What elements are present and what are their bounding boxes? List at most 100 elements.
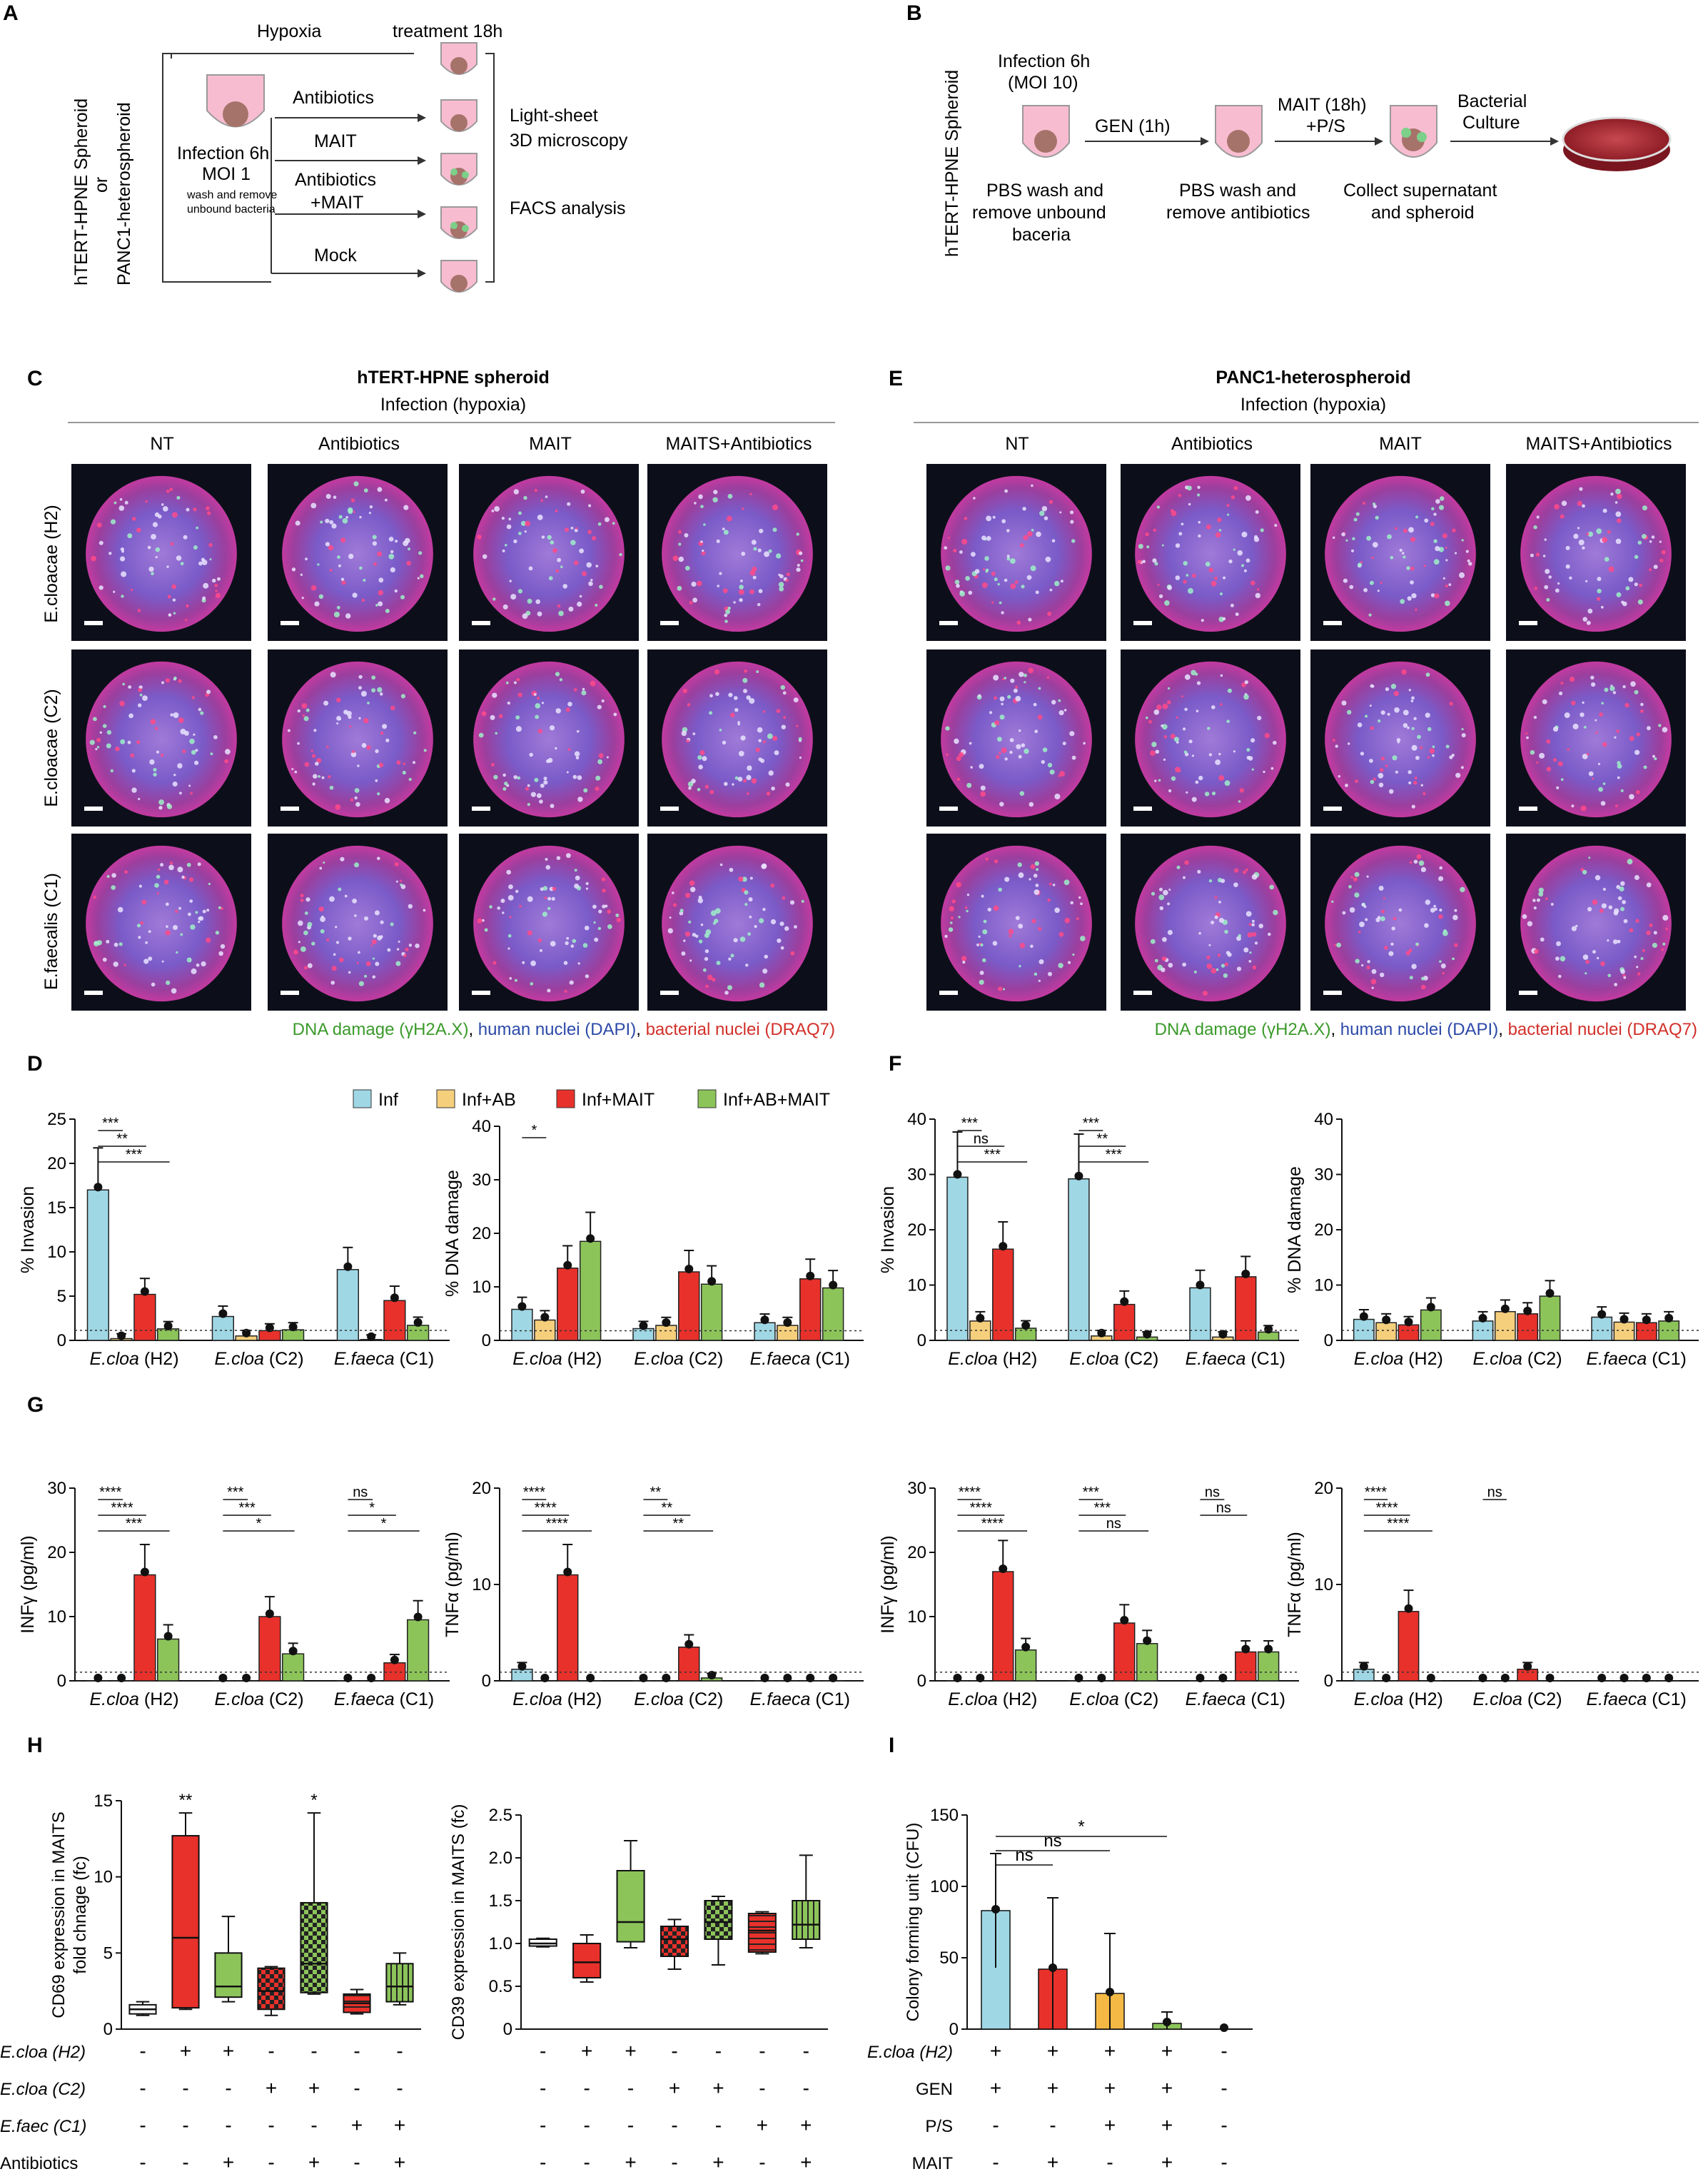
nucleus-dot xyxy=(360,691,367,697)
data-point xyxy=(1642,1315,1651,1325)
nucleus-dot xyxy=(574,884,580,889)
nucleus-dot xyxy=(102,724,107,728)
data-point xyxy=(1642,1674,1651,1682)
nucleus-dot xyxy=(336,716,341,721)
nucleus-dot xyxy=(1617,761,1621,765)
x-group-strain: (C2) xyxy=(1124,1689,1159,1709)
nucleus-dot xyxy=(1223,576,1226,580)
nucleus-dot xyxy=(394,862,399,866)
nucleus-dot xyxy=(700,923,704,926)
condition-sign: + xyxy=(712,2077,724,2099)
spheroid xyxy=(86,661,237,818)
sig-label: **** xyxy=(111,1500,133,1516)
nucleus-dot xyxy=(1371,556,1374,560)
spheroid xyxy=(662,475,813,632)
nucleus-dot xyxy=(998,887,1002,892)
nucleus-dot xyxy=(350,752,357,757)
nucleus-dot xyxy=(966,894,970,896)
nucleus-dot xyxy=(1598,787,1604,792)
nucleus-dot xyxy=(535,703,541,709)
panel-b-mait-1: MAIT (18h) xyxy=(1278,95,1367,115)
nucleus-dot xyxy=(1171,776,1176,782)
condition-sign: - xyxy=(671,2114,677,2136)
nucleus-dot xyxy=(1004,578,1008,582)
nucleus-dot xyxy=(724,782,728,787)
data-point xyxy=(999,1564,1008,1573)
nucleus-dot xyxy=(363,974,368,978)
bar xyxy=(1014,1649,1037,1682)
nucleus-dot xyxy=(555,708,561,714)
nucleus-dot xyxy=(1072,953,1075,956)
nucleus-dot xyxy=(1182,962,1186,967)
nucleus-dot xyxy=(326,938,330,941)
nucleus-dot xyxy=(148,566,154,572)
nucleus-dot xyxy=(587,530,592,535)
x-group-label: E.cloa (C2) xyxy=(1472,1689,1562,1709)
x-group-strain: (C1) xyxy=(815,1349,850,1369)
condition-sign: - xyxy=(715,2114,722,2136)
nucleus-dot xyxy=(978,935,981,938)
nucleus-dot xyxy=(1371,684,1375,688)
nucleus-dot xyxy=(1342,911,1346,915)
nucleus-dot xyxy=(1408,527,1414,533)
nucleus-dot xyxy=(1424,518,1429,523)
nucleus-dot xyxy=(971,552,976,557)
nucleus-dot xyxy=(340,577,345,581)
nucleus-dot xyxy=(954,580,960,585)
scale-bar xyxy=(1323,621,1342,625)
data-point xyxy=(1478,1674,1487,1682)
nucleus-dot xyxy=(959,550,963,554)
nucleus-dot xyxy=(354,914,357,917)
nucleus-dot xyxy=(412,761,416,764)
nucleus-dot xyxy=(992,515,996,519)
nucleus-dot xyxy=(1254,941,1258,945)
nucleus-dot xyxy=(980,791,986,797)
nucleus-dot xyxy=(382,724,388,729)
nucleus-dot xyxy=(944,934,948,939)
nucleus-dot xyxy=(1373,504,1377,509)
y-axis-title-2: fold chnage (fc) xyxy=(71,1856,90,1973)
nucleus-dot xyxy=(1628,577,1634,582)
bar xyxy=(1591,1316,1613,1341)
nucleus-dot xyxy=(747,765,752,771)
nucleus-dot xyxy=(195,749,198,752)
panel-a-arrow-antibiotics-2: Antibiotics xyxy=(295,170,376,190)
nucleus-dot xyxy=(1615,804,1618,808)
nucleus-dot xyxy=(1228,559,1233,564)
x-group-strain: (C2) xyxy=(269,1689,304,1709)
condition-label: GEN xyxy=(916,2080,953,2099)
nucleus-dot xyxy=(1398,908,1403,912)
x-group-label: E.faeca (C1) xyxy=(1186,1349,1285,1369)
nucleus-dot xyxy=(1649,568,1652,572)
nucleus-dot xyxy=(1622,900,1627,904)
nucleus-dot xyxy=(1264,733,1270,739)
nucleus-dot xyxy=(1533,715,1537,719)
nucleus-dot xyxy=(1161,967,1166,973)
nucleus-dot xyxy=(502,604,508,610)
nucleus-dot xyxy=(1414,777,1418,780)
nucleus-dot xyxy=(984,556,989,561)
nucleus-dot xyxy=(965,576,970,581)
nucleus-dot xyxy=(1076,917,1079,920)
nucleus-dot xyxy=(1047,612,1052,616)
y-tick-label: 20 xyxy=(47,1154,66,1173)
arrow-head xyxy=(418,156,426,165)
nucleus-dot xyxy=(1078,896,1081,899)
nucleus-dot xyxy=(405,947,409,951)
nucleus-dot xyxy=(225,749,231,755)
y-tick-label: 30 xyxy=(907,1479,926,1498)
micrograph xyxy=(71,649,251,826)
nucleus-dot xyxy=(790,951,795,956)
nucleus-dot xyxy=(361,743,367,748)
nucleus-dot xyxy=(1255,592,1261,599)
nucleus-dot xyxy=(1154,779,1157,782)
y-tick-label: 2.5 xyxy=(489,1806,512,1825)
data-point xyxy=(1359,1662,1368,1671)
nucleus-dot xyxy=(122,682,125,686)
nucleus-dot xyxy=(1263,770,1265,774)
data-point xyxy=(413,1612,423,1622)
y-tick-label: 15 xyxy=(47,1198,66,1218)
data-point xyxy=(783,1318,792,1327)
